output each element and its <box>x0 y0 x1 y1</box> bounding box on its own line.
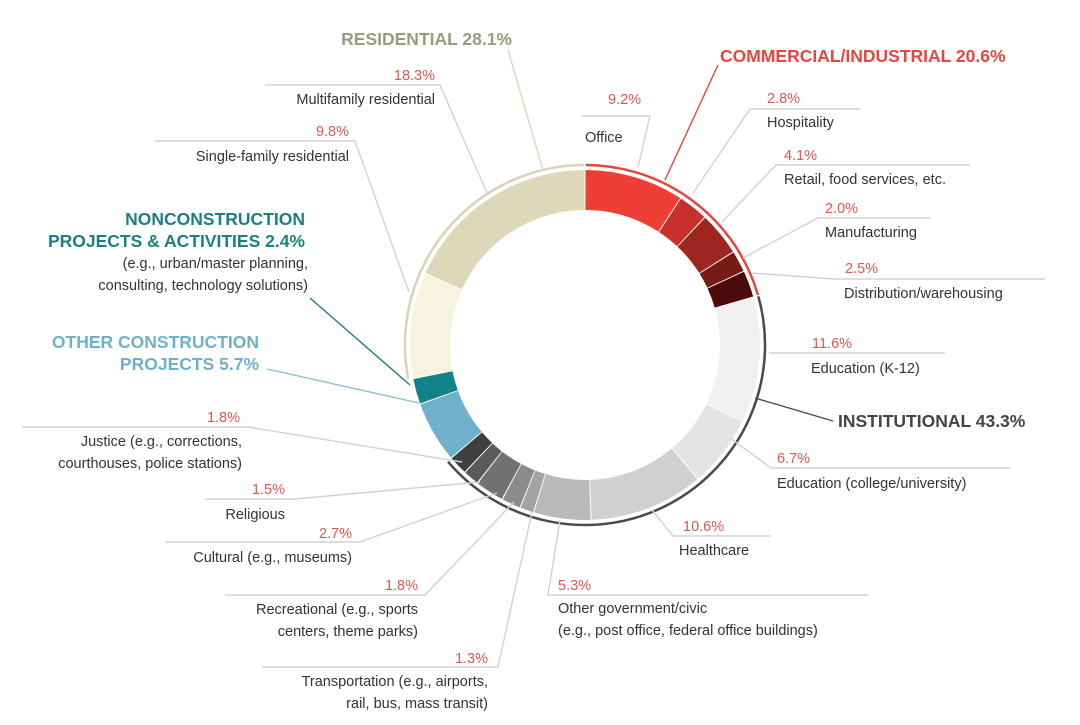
group-label-residential: RESIDENTIAL 28.1% <box>341 29 512 49</box>
leader-group-other-construction <box>266 368 420 404</box>
leader-manufacturing <box>742 217 930 259</box>
leader-healthcare <box>651 509 771 537</box>
leader-transportation-e-g <box>262 511 533 668</box>
slice-label-religious: Religious <box>225 507 285 523</box>
leader-recreational-e-g <box>225 501 515 596</box>
pct-label-retail-food-services: 4.1% <box>784 148 817 164</box>
pct-label-single-family-residential: 9.8% <box>316 124 349 140</box>
pct-label-cultural-e-g: 2.7% <box>319 526 352 542</box>
leader-group-residential <box>507 49 544 171</box>
slice-labels: 9.2% Office 2.8% Hospitality 4.1% Retail, foo… <box>58 68 1003 712</box>
slice-education-college-university <box>672 404 743 479</box>
leader-cultural-e-g <box>165 492 498 543</box>
pct-label-justice-e-g: 1.8% <box>207 410 240 426</box>
group-label-institutional: INSTITUTIONAL 43.3% <box>838 411 1026 431</box>
leader-group-commercial <box>664 64 719 181</box>
pct-label-education-college-university: 6.7% <box>777 451 810 467</box>
pct-label-hospitality: 2.8% <box>767 91 800 107</box>
slice-label-justice-e-g-line2: courthouses, police stations) <box>58 456 242 472</box>
group-arc-institutional <box>447 296 767 527</box>
slice-retail-food-services <box>677 217 733 273</box>
slice-religious <box>465 443 502 483</box>
slice-label-transportation-e-g: Transportation (e.g., airports, <box>302 674 488 690</box>
leader-single-family-residential <box>155 140 410 293</box>
pct-label-other-government-civic: 5.3% <box>558 578 591 594</box>
group-label-nonconstruction: NONCONSTRUCTION <box>125 209 305 229</box>
pct-label-manufacturing: 2.0% <box>825 201 858 217</box>
slice-label-other-government-civic-line2: (e.g., post office, federal office build… <box>558 623 818 639</box>
pct-label-religious: 1.5% <box>252 482 285 498</box>
slice-label-recreational-e-g: Recreational (e.g., sports <box>256 602 418 618</box>
slice-label-transportation-e-g-line2: rail, bus, mass transit) <box>346 696 488 712</box>
slice-manufacturing <box>699 252 744 288</box>
nonconstruction-note-line2: consulting, technology solutions) <box>98 278 308 294</box>
group-label-commercial: COMMERCIAL/INDUSTRIAL 20.6% <box>720 46 1006 66</box>
slice-education-k-12 <box>706 297 760 421</box>
slice-label-education-k-12: Education (K-12) <box>811 361 920 377</box>
slice-label-justice-e-g: Justice (e.g., corrections, <box>81 434 242 450</box>
leader-education-college-university <box>729 437 1010 469</box>
slice-label-multifamily-residential: Multifamily residential <box>296 92 435 108</box>
slice-other-government-civic <box>534 474 591 520</box>
slice-label-hospitality: Hospitality <box>767 115 835 131</box>
group-label-nonconstruction-line2: PROJECTS & ACTIVITIES 2.4% <box>48 231 305 251</box>
leader-justice-e-g <box>22 426 463 463</box>
slice-label-education-college-university: Education (college/university) <box>777 476 966 492</box>
group-label-other-construction-line2: PROJECTS 5.7% <box>120 354 260 374</box>
slice-distribution-warehousing <box>707 271 754 308</box>
slice-healthcare <box>590 448 698 520</box>
leader-group-institutional <box>754 397 834 422</box>
slice-other_construction <box>420 390 482 458</box>
leader-group-nonconstruction <box>309 297 411 386</box>
leader-multifamily-residential <box>265 84 488 194</box>
group-labels: COMMERCIAL/INDUSTRIAL 20.6% INSTITUTIONAL… <box>48 29 1026 431</box>
slice-single-family-residential <box>410 273 462 379</box>
leader-office <box>582 115 651 168</box>
slice-multifamily-residential <box>425 170 585 290</box>
slice-recreational-e-g <box>502 464 535 508</box>
group-arc-commercial <box>585 163 760 296</box>
pct-label-multifamily-residential: 18.3% <box>394 68 435 84</box>
pct-label-recreational-e-g: 1.8% <box>385 578 418 594</box>
slice-transportation-e-g <box>520 470 545 513</box>
slice-label-office: Office <box>585 130 623 146</box>
group-label-other-construction: OTHER CONSTRUCTION <box>52 332 259 352</box>
slice-nonconstruction <box>413 371 458 404</box>
leader-religious <box>205 481 481 500</box>
chart-slices <box>410 170 760 520</box>
nonconstruction-note: (e.g., urban/master planning, <box>123 256 308 272</box>
pct-label-transportation-e-g: 1.3% <box>455 651 488 667</box>
slice-cultural-e-g <box>477 451 521 499</box>
pct-label-education-k-12: 11.6% <box>812 336 852 352</box>
pct-label-distribution-warehousing: 2.5% <box>845 261 878 277</box>
slice-label-other-government-civic: Other government/civic <box>558 601 707 617</box>
pct-label-office: 9.2% <box>608 92 641 108</box>
leader-distribution-warehousing <box>751 272 1045 280</box>
leader-other-government-civic <box>547 519 868 596</box>
slice-label-manufacturing: Manufacturing <box>825 225 917 241</box>
pct-label-healthcare: 10.6% <box>683 519 724 535</box>
slice-label-cultural-e-g: Cultural (e.g., museums) <box>193 550 352 566</box>
group-arc-residential <box>403 163 585 380</box>
slice-office <box>585 170 681 232</box>
slice-label-retail-food-services: Retail, food services, etc. <box>784 172 946 188</box>
slice-label-healthcare: Healthcare <box>679 543 749 559</box>
leader-lines <box>22 49 1045 668</box>
group-arcs <box>403 163 767 527</box>
slice-label-distribution-warehousing: Distribution/warehousing <box>844 286 1003 302</box>
slice-label-single-family-residential: Single-family residential <box>196 149 349 165</box>
leader-hospitality <box>692 108 860 194</box>
leader-retail-food-services <box>721 164 970 223</box>
slice-hospitality <box>659 198 705 247</box>
slice-label-recreational-e-g-line2: centers, theme parks) <box>278 624 418 640</box>
